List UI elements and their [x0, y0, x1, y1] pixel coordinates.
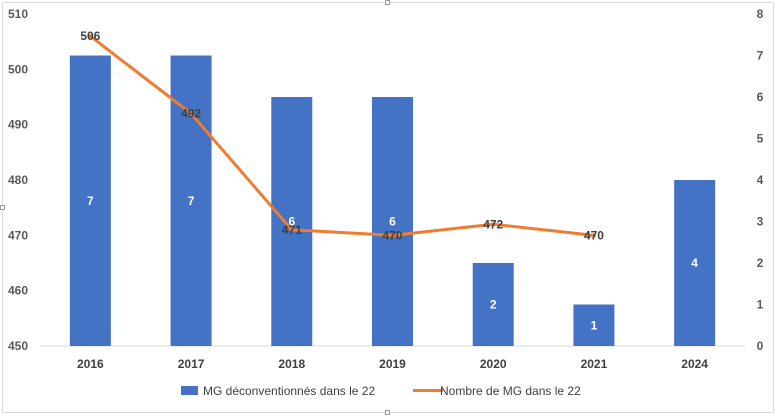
line-point-2017[interactable] — [189, 111, 194, 116]
category-label: 2020 — [480, 357, 507, 371]
bar-series — [69, 55, 716, 347]
category-label: 2019 — [379, 357, 406, 371]
right-axis-tick-label: 0 — [757, 339, 764, 353]
right-axis-tick-label: 2 — [757, 256, 764, 270]
left-axis-tick-label: 450 — [8, 339, 28, 353]
category-label: 2017 — [178, 357, 205, 371]
bar-data-label: 1 — [591, 318, 598, 332]
left-axis-tick-label: 490 — [8, 118, 28, 132]
left-axis-ticks: 450 460 470 480 490 500 510 — [8, 7, 28, 353]
bar-2024[interactable] — [674, 180, 716, 346]
left-axis-tick-label: 510 — [8, 7, 28, 21]
right-axis-ticks: 0 1 2 3 4 5 6 7 8 — [757, 7, 764, 353]
bar-data-label: 6 — [288, 215, 295, 229]
line-data-label: 471 — [282, 223, 302, 237]
bar-data-label: 7 — [87, 194, 94, 208]
legend: MG déconventionnés dans le 22 Nombre de … — [181, 384, 581, 398]
right-axis-tick-label: 5 — [757, 132, 764, 146]
category-label: 2018 — [278, 357, 305, 371]
bar-data-labels: 7 7 6 6 2 1 4 — [87, 194, 698, 333]
line-point-2016[interactable] — [88, 34, 93, 39]
line-point-2019[interactable] — [390, 233, 395, 238]
legend-label-bar: MG déconventionnés dans le 22 — [203, 384, 375, 398]
bar-data-label: 4 — [691, 256, 698, 270]
line-point-2021[interactable] — [591, 233, 596, 238]
right-axis-tick-label: 4 — [757, 173, 764, 187]
line-data-label: 472 — [483, 217, 503, 231]
line-data-label: 492 — [181, 107, 201, 121]
left-axis-tick-label: 480 — [8, 173, 28, 187]
bar-2021[interactable] — [573, 304, 615, 347]
line-series-path[interactable] — [88, 34, 596, 237]
resize-handle-left[interactable] — [0, 205, 5, 210]
left-axis-tick-label: 500 — [8, 62, 28, 76]
bar-2016[interactable] — [69, 55, 111, 347]
line-point-2018[interactable] — [289, 227, 294, 232]
right-axis-tick-label: 1 — [757, 298, 764, 312]
line-series — [88, 34, 596, 238]
bar-2019[interactable] — [372, 97, 413, 346]
category-axis-labels: 2016 2017 2018 2019 2020 2021 2024 — [77, 357, 708, 371]
category-label: 2016 — [77, 357, 104, 371]
line-point-2020[interactable] — [491, 222, 496, 227]
legend-swatch-bar — [181, 386, 198, 395]
resize-handle-bottom[interactable] — [385, 410, 390, 415]
line-data-label: 506 — [80, 29, 100, 43]
right-axis-tick-label: 8 — [757, 7, 764, 21]
bar-2018[interactable] — [271, 97, 313, 346]
line-data-label: 470 — [584, 228, 604, 242]
bar-data-label: 2 — [490, 298, 497, 312]
bar-data-label: 6 — [389, 215, 396, 229]
left-axis-tick-label: 470 — [8, 228, 28, 242]
legend-label-line: Nombre de MG dans le 22 — [440, 384, 581, 398]
category-label: 2024 — [681, 357, 708, 371]
bar-data-label: 7 — [188, 194, 195, 208]
right-axis-tick-label: 7 — [757, 49, 764, 63]
right-axis-tick-label: 6 — [757, 90, 764, 104]
right-axis-tick-label: 3 — [757, 215, 764, 229]
bar-2020[interactable] — [472, 263, 514, 346]
left-axis-tick-label: 460 — [8, 284, 28, 298]
category-label: 2021 — [581, 357, 608, 371]
line-data-labels: 506 492 471 470 472 470 — [80, 29, 604, 242]
resize-handle-top[interactable] — [385, 0, 390, 5]
line-data-label: 470 — [382, 228, 402, 242]
